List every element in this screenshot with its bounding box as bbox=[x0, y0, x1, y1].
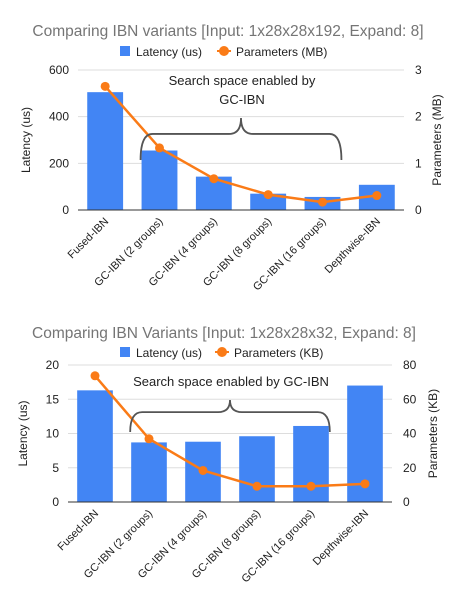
bar-1 bbox=[77, 390, 113, 502]
y-tick-label: 200 bbox=[49, 156, 69, 170]
bar-1 bbox=[87, 92, 124, 210]
y2-tick-label: 40 bbox=[403, 427, 417, 441]
chart-top: Comparing IBN variants [Input: 1x28x28x1… bbox=[19, 23, 444, 293]
bar-2 bbox=[131, 442, 167, 502]
y2-tick-label: 2 bbox=[415, 110, 422, 124]
y2-tick-label: 0 bbox=[403, 495, 410, 509]
legend-latency-label: Latency (us) bbox=[136, 45, 202, 59]
y-tick-label: 400 bbox=[49, 110, 69, 124]
y-tick-label: 15 bbox=[46, 392, 60, 406]
y2-tick-label: 80 bbox=[403, 358, 417, 372]
y2-tick-label: 1 bbox=[415, 156, 422, 170]
params-point-2 bbox=[144, 434, 154, 444]
y2-tick-label: 3 bbox=[415, 63, 422, 77]
params-point-6 bbox=[372, 191, 382, 201]
legend-latency-swatch bbox=[120, 347, 130, 357]
legend-params-label: Parameters (KB) bbox=[234, 346, 323, 360]
params-line bbox=[104, 85, 377, 204]
params-point-1 bbox=[90, 371, 100, 381]
annotation-brace bbox=[129, 399, 331, 433]
category-label: Depthwise-IBN bbox=[323, 216, 383, 276]
y2-tick-label: 0 bbox=[415, 203, 422, 217]
params-point-2 bbox=[155, 143, 164, 153]
bar-4 bbox=[250, 193, 287, 210]
y-axis-label: Latency (us) bbox=[19, 107, 33, 173]
params-point-5 bbox=[318, 197, 327, 207]
annotation-brace bbox=[139, 117, 343, 161]
bar-2 bbox=[141, 150, 178, 210]
legend-latency-swatch bbox=[120, 46, 130, 56]
category-label: Fused-IBN bbox=[55, 508, 101, 554]
y-tick-label: 600 bbox=[49, 63, 69, 77]
y2-axis-label: Parameters (KB) bbox=[426, 389, 440, 478]
annotation-text: Search space enabled by GC-IBN bbox=[133, 374, 329, 389]
chart-title: Comparing IBN Variants [Input: 1x28x28x3… bbox=[32, 325, 416, 342]
y2-tick-label: 60 bbox=[403, 392, 417, 406]
chart-bottom: Comparing IBN Variants [Input: 1x28x28x3… bbox=[16, 325, 440, 585]
params-point-4 bbox=[263, 190, 273, 200]
legend-params-marker bbox=[219, 46, 229, 56]
y-tick-label: 20 bbox=[46, 358, 60, 372]
y-tick-label: 0 bbox=[62, 203, 69, 217]
bar-4 bbox=[239, 436, 275, 502]
y-axis-label: Latency (us) bbox=[16, 400, 30, 466]
y2-tick-label: 20 bbox=[403, 461, 417, 475]
params-line bbox=[94, 374, 366, 488]
params-point-1 bbox=[100, 81, 110, 91]
y-tick-label: 10 bbox=[46, 427, 60, 441]
annotation-text: GC-IBN bbox=[219, 92, 265, 107]
legend-params-marker bbox=[217, 347, 227, 357]
params-point-4 bbox=[252, 481, 262, 491]
category-label: Depthwise-IBN bbox=[311, 508, 371, 568]
y2-axis-label: Parameters (MB) bbox=[430, 94, 444, 185]
category-label: Fused-IBN bbox=[66, 216, 112, 262]
params-point-3 bbox=[209, 174, 219, 184]
legend-latency-label: Latency (us) bbox=[136, 346, 202, 360]
params-point-5 bbox=[306, 481, 316, 491]
y-tick-label: 5 bbox=[52, 461, 59, 475]
params-point-6 bbox=[360, 479, 370, 489]
legend-params-label: Parameters (MB) bbox=[236, 45, 327, 59]
params-point-3 bbox=[198, 465, 208, 475]
annotation-text: Search space enabled by bbox=[169, 73, 316, 88]
y-tick-label: 0 bbox=[52, 495, 59, 509]
chart-title: Comparing IBN variants [Input: 1x28x28x1… bbox=[32, 23, 423, 40]
